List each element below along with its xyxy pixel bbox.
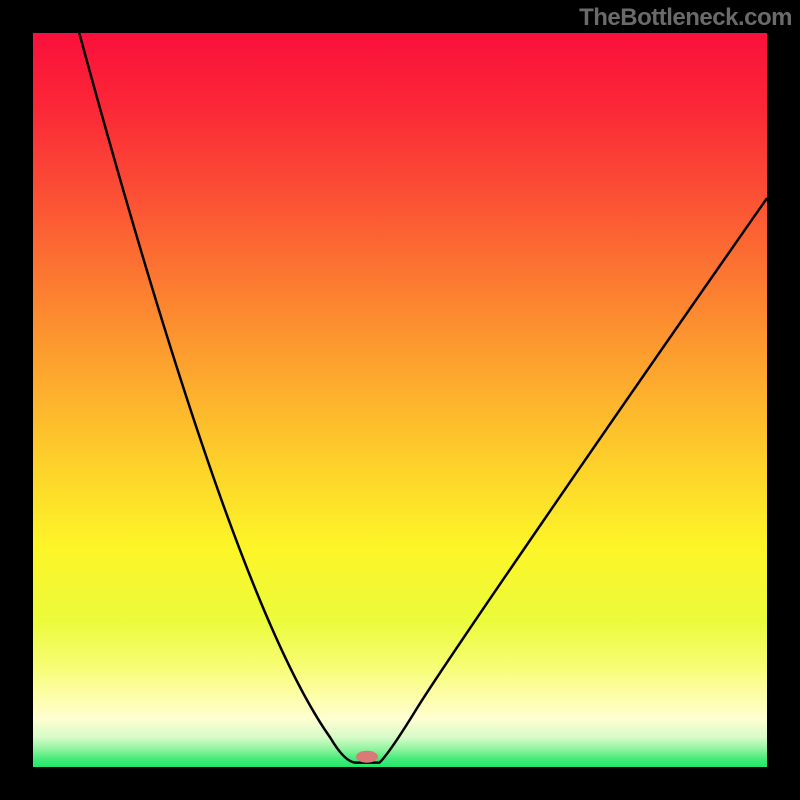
optimal-point-marker	[356, 751, 378, 763]
bottleneck-chart	[0, 0, 800, 800]
watermark-text: TheBottleneck.com	[579, 4, 792, 32]
gradient-background	[33, 33, 767, 767]
